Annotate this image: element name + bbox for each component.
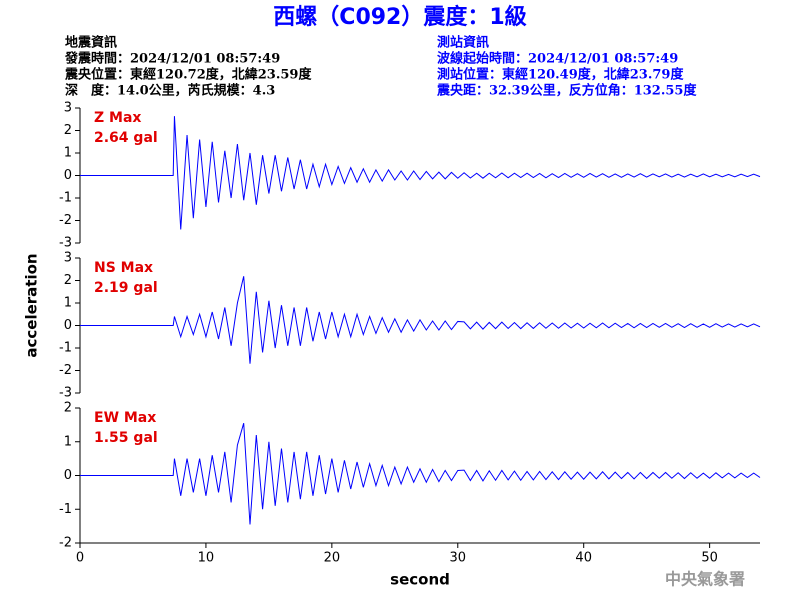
x-tick-label: 0 bbox=[76, 551, 84, 566]
y-tick-label: 2 bbox=[64, 401, 72, 416]
waveform bbox=[80, 423, 761, 525]
y-tick-label: 0 bbox=[64, 168, 72, 183]
x-tick-label: 10 bbox=[198, 551, 215, 566]
channel-label: NS Max bbox=[94, 260, 153, 276]
x-tick-label: 50 bbox=[701, 551, 718, 566]
event-info: 發震時間：2024/12/01 08:57:49 bbox=[64, 51, 280, 67]
y-tick-label: 0 bbox=[64, 318, 72, 333]
max-label: 2.19 gal bbox=[94, 280, 158, 296]
station-info: 測站位置：東經120.49度，北緯23.79度 bbox=[437, 67, 684, 83]
y-tick-label: -3 bbox=[59, 386, 72, 401]
y-tick-label: -2 bbox=[59, 213, 72, 228]
station-info: 測站資訊 bbox=[437, 35, 489, 51]
event-info: 深 度：14.0公里，芮氏規模：4.3 bbox=[65, 83, 275, 99]
credit: 中央氣象署 bbox=[665, 570, 745, 589]
event-info: 地震資訊 bbox=[65, 35, 117, 51]
x-tick-label: 30 bbox=[450, 551, 467, 566]
x-tick-label: 40 bbox=[575, 551, 592, 566]
y-tick-label: 2 bbox=[64, 123, 72, 138]
y-tick-label: -2 bbox=[59, 536, 72, 551]
y-tick-label: 3 bbox=[64, 251, 72, 266]
y-tick-label: -3 bbox=[59, 236, 72, 251]
max-label: 2.64 gal bbox=[94, 130, 158, 146]
y-tick-label: -1 bbox=[59, 191, 72, 206]
event-info: 震央位置：東經120.72度，北緯23.59度 bbox=[64, 67, 312, 83]
y-tick-label: 1 bbox=[64, 146, 72, 161]
y-tick-label: 0 bbox=[64, 468, 72, 483]
channel-label: Z Max bbox=[94, 110, 141, 126]
x-axis-label: second bbox=[390, 571, 450, 589]
waveform bbox=[80, 276, 761, 364]
y-tick-label: 3 bbox=[64, 101, 72, 116]
y-tick-label: 1 bbox=[64, 296, 72, 311]
y-tick-label: -1 bbox=[59, 502, 72, 517]
y-tick-label: 1 bbox=[64, 434, 72, 449]
station-info: 波線起始時間：2024/12/01 08:57:49 bbox=[437, 51, 678, 67]
y-tick-label: -1 bbox=[59, 341, 72, 356]
channel-label: EW Max bbox=[94, 410, 156, 426]
waveform bbox=[80, 116, 761, 230]
x-tick-label: 20 bbox=[324, 551, 341, 566]
y-axis-label: acceleration bbox=[23, 253, 41, 357]
y-tick-label: -2 bbox=[59, 363, 72, 378]
chart-title: 西螺（C092）震度：1級 bbox=[273, 4, 526, 30]
y-tick-label: 2 bbox=[64, 273, 72, 288]
station-info: 震央距：32.39公里，反方位角：132.55度 bbox=[436, 83, 697, 99]
max-label: 1.55 gal bbox=[94, 430, 158, 446]
